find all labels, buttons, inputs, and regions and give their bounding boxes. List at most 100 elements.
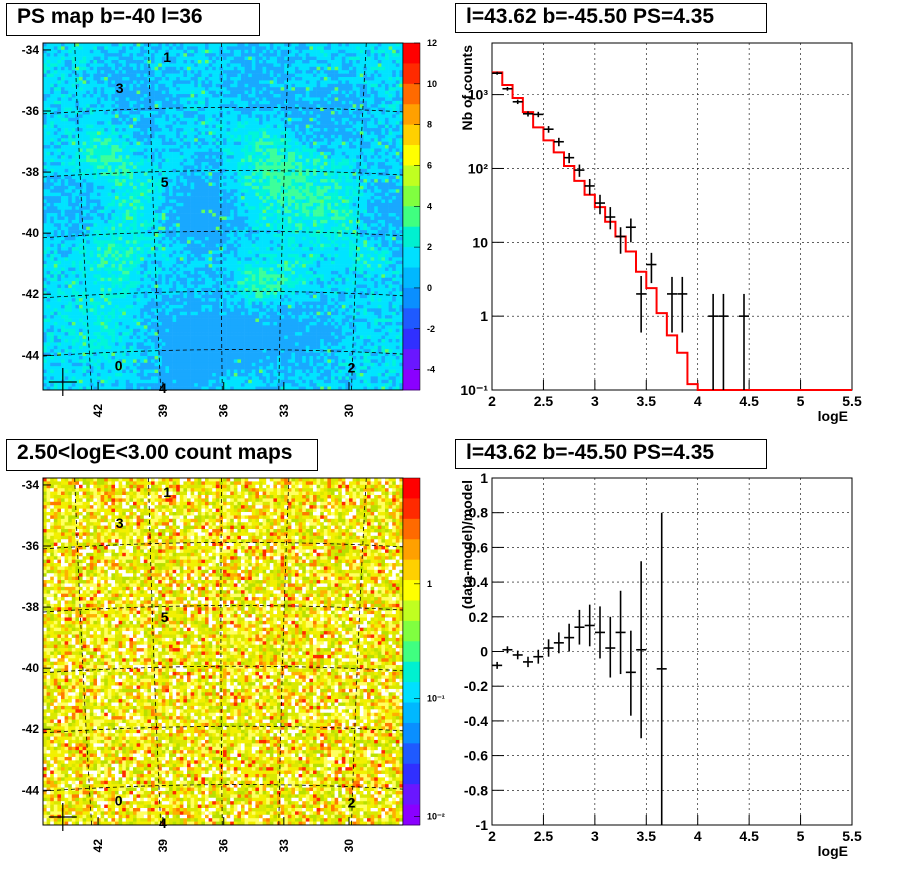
- x-tick-label: 2: [488, 393, 496, 409]
- x-tick-label: 4: [694, 393, 702, 409]
- data-point: [543, 639, 554, 657]
- source-label: 5: [161, 174, 169, 190]
- map-cells: [43, 43, 404, 391]
- x-tick-label: 3: [591, 393, 599, 409]
- y-tick-label: 10³: [468, 87, 489, 103]
- data-point: [533, 649, 544, 664]
- source-label: 5: [161, 609, 169, 625]
- y-tick-label: 0.2: [469, 609, 489, 625]
- x-tick-label: 3: [591, 828, 599, 844]
- data-point: [615, 227, 626, 254]
- y-tick-label: -0.8: [464, 782, 488, 798]
- colorbar: 1 10⁻¹ 10⁻²: [402, 477, 445, 826]
- data-point: [543, 126, 554, 133]
- data-point: [656, 512, 667, 825]
- data-point: [708, 293, 719, 390]
- y-tick-label: -0.4: [464, 713, 488, 729]
- grid-lines: [491, 477, 853, 826]
- data-point: [667, 276, 677, 333]
- colorbar-tick-label: 10: [427, 79, 437, 89]
- ps-map-title: PS map b=-40 l=36: [6, 3, 260, 36]
- data-point: [605, 207, 616, 230]
- map-x-tick-label: 36: [217, 404, 231, 418]
- y-tick-label: 10: [472, 234, 488, 250]
- coordinate-grid: [42, 42, 404, 391]
- x-tick-label: 5: [797, 393, 805, 409]
- map-y-tick-label: -34: [22, 478, 40, 492]
- map-x-tick-label: 42: [91, 404, 105, 418]
- x-tick-label: 5.5: [842, 828, 862, 844]
- target-cross-icon: [48, 368, 77, 396]
- y-tick-label: -0.6: [464, 748, 488, 764]
- x-tick-label: 3.5: [637, 828, 657, 844]
- x-tick-label: 4.5: [739, 393, 759, 409]
- x-tick-label: 2: [488, 828, 496, 844]
- map-x-tick-label: 33: [277, 404, 291, 418]
- data-point: [718, 293, 729, 390]
- map-cells: [43, 478, 404, 826]
- data-point: [564, 152, 575, 164]
- map-y-tick-label: -38: [22, 600, 40, 614]
- source-labels: 0 1 2 3 4 5: [115, 49, 356, 396]
- source-label: 2: [348, 794, 356, 810]
- data-point: [564, 623, 575, 652]
- data-point: [574, 609, 585, 645]
- map-x-tick-label: 42: [91, 839, 105, 853]
- source-label: 3: [116, 80, 124, 96]
- x-tick-label: 2.5: [534, 393, 554, 409]
- map-y-tick-label: -40: [22, 661, 40, 675]
- x-tick-label: 4: [694, 828, 702, 844]
- spectrum-panel: 2 2.5 3 3.5 4 4.5 5 5.5 10⁻¹ 1 10 10² 10³ logE Nb of c…: [459, 42, 862, 424]
- map-y-tick-label: -42: [22, 287, 40, 301]
- data-point: [502, 646, 513, 654]
- y-tick-label: 10²: [468, 160, 489, 176]
- coordinate-grid: [42, 477, 404, 826]
- y-axis-label: (data-model)/model: [459, 480, 475, 609]
- map-y-tick-label: -44: [22, 348, 40, 362]
- plot-frame: [491, 42, 853, 391]
- map-y-tick-label: -36: [22, 539, 40, 553]
- residual-panel: 2 2.5 3 3.5 4 4.5 5 5.5 1 0.8 0.6 0.4 0.2 0 -0.2 -0.4 -0…: [459, 470, 862, 859]
- colorbar-tick-label: 6: [427, 160, 432, 170]
- x-tick-label: 2.5: [534, 828, 554, 844]
- data-point: [574, 164, 585, 177]
- data-point: [553, 632, 564, 654]
- y-tick-label: 1: [480, 308, 488, 324]
- map-x-tick-label: 36: [217, 839, 231, 853]
- colorbar-tick-label: 10⁻¹: [427, 693, 445, 703]
- data-point: [677, 276, 688, 333]
- source-label: 4: [159, 380, 167, 396]
- data-point: [605, 616, 616, 678]
- y-tick-label: 0.6: [469, 539, 489, 555]
- data-point: [584, 604, 595, 647]
- data-point: [492, 71, 503, 75]
- map-y-tick-label: -36: [22, 104, 40, 118]
- colorbar-tick-label: 4: [427, 201, 432, 211]
- map-x-ticks: 42 39 36 33 30: [91, 382, 356, 417]
- map-x-tick-label: 30: [342, 839, 356, 853]
- data-point: [625, 630, 636, 716]
- data-point: [615, 590, 626, 675]
- colorbar-tick-label: -2: [427, 324, 435, 334]
- y-axis-label: Nb of counts: [459, 45, 475, 131]
- map-y-ticks: -34 -36 -38 -40 -42 -44: [22, 43, 51, 362]
- colorbar-tick-label: 8: [427, 120, 432, 130]
- y-tick-label: -1: [476, 817, 489, 833]
- colorbar-tick-label: 1: [427, 579, 432, 589]
- source-label: 4: [159, 815, 167, 831]
- y-tick-label: 10⁻¹: [460, 382, 488, 398]
- map-y-tick-label: -38: [22, 165, 40, 179]
- colorbar: 12 10 8 6 4 2 0 -2 -4: [402, 38, 437, 391]
- map-x-tick-label: 30: [342, 404, 356, 418]
- x-axis-label: logE: [818, 843, 848, 859]
- source-label: 1: [163, 49, 171, 65]
- map-y-tick-label: -34: [22, 43, 40, 57]
- y-tick-label: 0.4: [469, 574, 489, 590]
- map-y-tick-label: -40: [22, 226, 40, 240]
- source-label: 0: [115, 793, 123, 809]
- x-tick-label: 3.5: [637, 393, 657, 409]
- target-cross-icon: [48, 803, 77, 831]
- colorbar-tick-label: 12: [427, 38, 437, 48]
